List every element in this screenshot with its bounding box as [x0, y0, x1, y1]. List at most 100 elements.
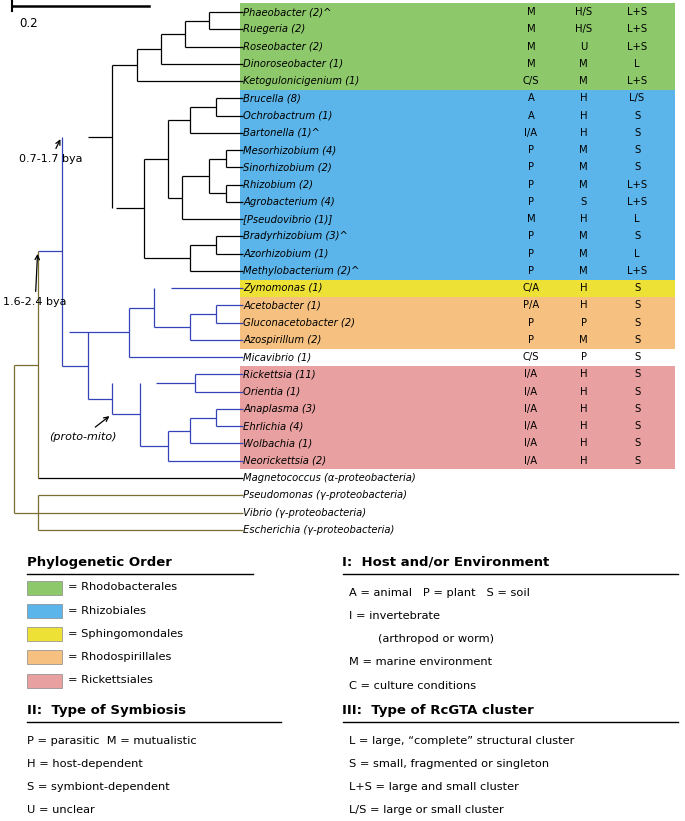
Text: L+S: L+S — [627, 76, 647, 86]
Text: Acetobacter (1): Acetobacter (1) — [243, 300, 321, 310]
Text: L/S = large or small cluster: L/S = large or small cluster — [349, 805, 504, 815]
Text: C = culture conditions: C = culture conditions — [349, 681, 477, 690]
Text: I/A: I/A — [524, 369, 538, 379]
Text: = Rickettsiales: = Rickettsiales — [68, 675, 153, 685]
Text: M: M — [580, 76, 588, 86]
Text: I:  Host and/or Environment: I: Host and/or Environment — [342, 556, 550, 569]
Text: Ketogulonicigenium (1): Ketogulonicigenium (1) — [243, 76, 360, 86]
Text: H: H — [580, 456, 587, 466]
Text: C/A: C/A — [522, 283, 540, 293]
Text: S: S — [634, 352, 640, 362]
Text: A: A — [527, 111, 534, 121]
Text: H: H — [580, 283, 587, 293]
Text: A: A — [527, 94, 534, 103]
Text: L: L — [634, 214, 640, 224]
Text: S: S — [634, 387, 640, 397]
Text: = Sphingomondales: = Sphingomondales — [68, 629, 184, 639]
Text: L = large, “complete” structural cluster: L = large, “complete” structural cluster — [349, 736, 575, 745]
Text: P: P — [528, 197, 534, 207]
Text: Roseobacter (2): Roseobacter (2) — [243, 42, 323, 52]
Text: H: H — [580, 438, 587, 448]
Text: U: U — [580, 42, 587, 52]
Text: Dinoroseobacter (1): Dinoroseobacter (1) — [243, 59, 343, 69]
Text: L: L — [634, 59, 640, 69]
Text: Zymomonas (1): Zymomonas (1) — [243, 283, 323, 293]
Text: P: P — [528, 318, 534, 328]
Bar — [240, 366, 675, 470]
Text: S: S — [634, 456, 640, 466]
Text: L/S: L/S — [630, 94, 645, 103]
Text: 1.6-2.4 bya: 1.6-2.4 bya — [3, 255, 67, 307]
Text: M: M — [527, 214, 535, 224]
Text: P: P — [528, 163, 534, 172]
Text: M: M — [580, 232, 588, 241]
Text: H: H — [580, 300, 587, 310]
Text: I/A: I/A — [524, 421, 538, 431]
Text: S: S — [634, 369, 640, 379]
Text: I/A: I/A — [524, 438, 538, 448]
Text: M: M — [580, 145, 588, 155]
Bar — [240, 89, 675, 280]
Text: Agrobacterium (4): Agrobacterium (4) — [243, 197, 335, 207]
Text: M = marine environment: M = marine environment — [349, 658, 493, 667]
Text: Magnetococcus (α-proteobacteria): Magnetococcus (α-proteobacteria) — [243, 473, 416, 483]
Bar — [27, 627, 62, 641]
Text: H: H — [580, 111, 587, 121]
Text: Rhizobium (2): Rhizobium (2) — [243, 180, 313, 190]
Text: 0.7-1.7 bya: 0.7-1.7 bya — [19, 140, 83, 163]
Text: A = animal   P = plant   S = soil: A = animal P = plant S = soil — [349, 588, 530, 598]
Text: P: P — [528, 249, 534, 259]
Text: P: P — [581, 318, 586, 328]
Text: S: S — [634, 128, 640, 138]
Text: Vibrio (γ-proteobacteria): Vibrio (γ-proteobacteria) — [243, 507, 366, 517]
Text: L+S: L+S — [627, 7, 647, 17]
Bar — [27, 581, 62, 595]
Text: H: H — [580, 369, 587, 379]
Text: H: H — [580, 404, 587, 414]
Text: H/S: H/S — [575, 25, 592, 34]
Text: Ruegeria (2): Ruegeria (2) — [243, 25, 306, 34]
Text: Phaeobacter (2)^: Phaeobacter (2)^ — [243, 7, 332, 17]
Text: I = invertebrate: I = invertebrate — [349, 611, 440, 621]
Text: M: M — [527, 42, 535, 52]
Bar — [27, 650, 62, 664]
Text: S = small, fragmented or singleton: S = small, fragmented or singleton — [349, 759, 549, 769]
Text: Bartonella (1)^: Bartonella (1)^ — [243, 128, 320, 138]
Text: S: S — [634, 318, 640, 328]
Text: Bradyrhizobium (3)^: Bradyrhizobium (3)^ — [243, 232, 348, 241]
Text: Escherichia (γ-proteobacteria): Escherichia (γ-proteobacteria) — [243, 525, 395, 534]
Bar — [240, 297, 675, 349]
Text: = Rhodobacterales: = Rhodobacterales — [68, 582, 177, 593]
Text: M: M — [527, 59, 535, 69]
Text: H: H — [580, 387, 587, 397]
Text: H: H — [580, 214, 587, 224]
Text: L+S: L+S — [627, 180, 647, 190]
Text: H: H — [580, 94, 587, 103]
Text: Ehrlichia (4): Ehrlichia (4) — [243, 421, 303, 431]
Text: M: M — [580, 335, 588, 345]
Text: H = host-dependent: H = host-dependent — [27, 759, 143, 769]
Text: S: S — [634, 111, 640, 121]
Text: = Rhodospirillales: = Rhodospirillales — [68, 652, 172, 662]
Text: I/A: I/A — [524, 128, 538, 138]
Text: S = symbiont-dependent: S = symbiont-dependent — [27, 782, 170, 792]
Text: = Rhizobiales: = Rhizobiales — [68, 606, 147, 616]
Text: P: P — [528, 180, 534, 190]
Text: S: S — [634, 232, 640, 241]
Bar — [27, 673, 62, 687]
Text: L+S = large and small cluster: L+S = large and small cluster — [349, 782, 519, 792]
Text: Brucella (8): Brucella (8) — [243, 94, 301, 103]
Text: [Pseudovibrio (1)]: [Pseudovibrio (1)] — [243, 214, 332, 224]
Text: I/A: I/A — [524, 456, 538, 466]
Text: L+S: L+S — [627, 42, 647, 52]
Text: III:  Type of RcGTA cluster: III: Type of RcGTA cluster — [342, 704, 534, 717]
Text: M: M — [527, 25, 535, 34]
Text: M: M — [580, 163, 588, 172]
Text: II:  Type of Symbiosis: II: Type of Symbiosis — [27, 704, 186, 717]
Text: Mesorhizobium (4): Mesorhizobium (4) — [243, 145, 336, 155]
Text: P: P — [581, 352, 586, 362]
Text: M: M — [580, 249, 588, 259]
Text: Methylobacterium (2)^: Methylobacterium (2)^ — [243, 266, 360, 276]
Text: C/S: C/S — [523, 76, 539, 86]
Text: Ochrobactrum (1): Ochrobactrum (1) — [243, 111, 332, 121]
